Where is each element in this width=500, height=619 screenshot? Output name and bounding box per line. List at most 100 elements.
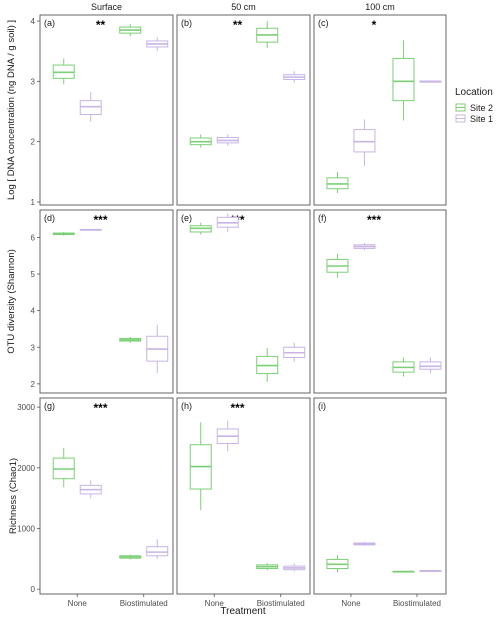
- box-site-1-biostimulated: [419, 570, 442, 572]
- panel-border: [176, 397, 311, 595]
- panel-label: (g): [44, 401, 55, 411]
- panel-label: (h): [181, 401, 192, 411]
- box-site-1-biostimulated: [283, 563, 306, 572]
- box-site-1-none: [216, 213, 239, 232]
- strip-title-2: 100 cm: [365, 2, 395, 12]
- panel-2-2: (i) None Biostimulated: [313, 397, 447, 608]
- box-site-2-biostimulated: [392, 570, 415, 573]
- box-site-2-biostimulated: [392, 40, 415, 121]
- x-axis-title: Treatment: [220, 606, 265, 617]
- panel-label: (c): [318, 18, 329, 28]
- x-tick-label: None: [341, 599, 361, 608]
- panel-0-2: (c) *: [313, 14, 447, 206]
- panel-1-1: (e)***: [176, 209, 311, 394]
- y-tick-label: 1000: [17, 524, 35, 533]
- box-site-2-biostimulated: [392, 357, 415, 377]
- legend-title: Location: [455, 87, 493, 98]
- panel-2-0: 0 1000 2000 3000 (g) *** None Biostimulated: [17, 397, 174, 608]
- significance-marker: ***: [367, 213, 381, 227]
- box-site-1-none: [79, 92, 102, 122]
- box-site-2-none: [326, 555, 349, 573]
- y-tick-label: 4: [31, 307, 36, 316]
- panel-label: (b): [181, 18, 192, 28]
- box-site-2-biostimulated: [119, 337, 142, 343]
- box-site-2-none: [189, 134, 212, 148]
- box-site-2-none: [189, 422, 212, 511]
- y-tick-label: 1: [31, 198, 36, 207]
- box-site-1-biostimulated: [146, 324, 169, 373]
- box-site-2-biostimulated: [119, 24, 142, 37]
- panel-border: [39, 397, 174, 595]
- panel-label: (a): [44, 18, 55, 28]
- panel-label: (e): [181, 213, 192, 223]
- y-tick-label: 5: [31, 270, 36, 279]
- box-site-2-none: [52, 447, 75, 488]
- panel-0-0: 1 2 3 4 (a) **: [31, 14, 174, 207]
- box-iqr: [392, 57, 415, 102]
- box-site-1-none: [79, 228, 102, 231]
- significance-marker: *: [372, 18, 377, 32]
- y-tick-label: 6: [31, 233, 36, 242]
- box-site-1-biostimulated: [419, 80, 442, 83]
- significance-marker: ***: [93, 401, 107, 415]
- legend-item-site-2: Site 2: [455, 103, 493, 113]
- strip-title-0: Surface: [91, 2, 122, 12]
- panel-border: [313, 397, 447, 595]
- x-tick-label: Biostimulated: [393, 599, 441, 608]
- panel-label: (f): [318, 213, 327, 223]
- x-tick-label: None: [205, 599, 225, 608]
- box-site-2-none: [52, 58, 75, 85]
- panel-1-0: 2 3 4 5 6 (d) ***: [31, 209, 174, 394]
- box-site-2-biostimulated: [256, 563, 279, 571]
- panel-2-1: (h) *** None Biostimulated: [176, 397, 311, 608]
- significance-marker: **: [96, 18, 106, 32]
- y-axis-title-2: Richness (Chao1): [8, 458, 19, 534]
- box-site-1-none: [353, 242, 376, 251]
- y-tick-label: 2: [31, 138, 36, 147]
- box-site-1-none: [216, 420, 239, 452]
- panel-border: [176, 14, 311, 206]
- x-tick-label: Biostimulated: [120, 599, 168, 608]
- box-site-1-none: [353, 541, 376, 547]
- panel-border: [39, 209, 174, 394]
- legend-label: Site 2: [470, 103, 493, 113]
- y-tick-label: 0: [31, 585, 36, 594]
- y-tick-label: 3: [31, 343, 36, 352]
- box-site-2-biostimulated: [256, 21, 279, 49]
- box-site-1-biostimulated: [146, 37, 169, 52]
- panel-border: [313, 209, 447, 394]
- panel-border: [313, 14, 447, 206]
- box-iqr: [79, 100, 102, 116]
- significance-marker: ***: [230, 401, 244, 415]
- x-tick-label: None: [68, 599, 88, 608]
- box-iqr: [146, 546, 169, 557]
- box-site-2-none: [326, 253, 349, 278]
- y-tick-label: 3: [31, 77, 36, 86]
- legend-label: Site 1: [470, 114, 493, 124]
- y-tick-label: 2: [31, 380, 36, 389]
- panel-1-2: (f) ***: [313, 209, 447, 394]
- y-tick-label: 3000: [17, 403, 35, 412]
- legend-item-site-1: Site 1: [455, 114, 493, 124]
- box-site-1-none: [353, 119, 376, 166]
- panel-0-1: (b) **: [176, 14, 311, 206]
- strip-title-1: 50 cm: [231, 2, 256, 12]
- box-site-1-biostimulated: [283, 342, 306, 362]
- significance-marker: **: [233, 18, 243, 32]
- panel-border: [39, 14, 174, 206]
- y-tick-label: 4: [31, 17, 36, 26]
- box-site-1-biostimulated: [419, 357, 442, 373]
- box-site-1-none: [79, 480, 102, 499]
- panel-label: (d): [44, 213, 55, 223]
- box-site-2-none: [189, 222, 212, 235]
- box-site-1-biostimulated: [283, 71, 306, 83]
- box-site-1-none: [216, 134, 239, 146]
- x-tick-label: Biostimulated: [257, 599, 305, 608]
- y-tick-label: 2000: [17, 464, 35, 473]
- box-site-2-biostimulated: [119, 554, 142, 560]
- significance-marker: ***: [93, 213, 107, 227]
- panel-border: [176, 209, 311, 394]
- box-site-1-biostimulated: [146, 539, 169, 559]
